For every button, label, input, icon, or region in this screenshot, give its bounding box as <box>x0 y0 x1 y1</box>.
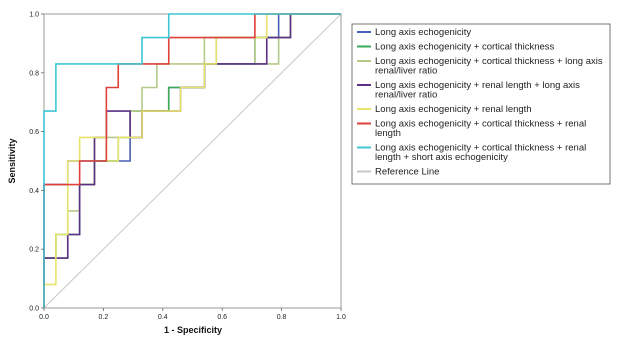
series-6-line <box>43 13 341 308</box>
series-5-line <box>43 13 341 308</box>
series-layer <box>43 13 342 309</box>
legend-entry: Reference Line <box>375 167 439 178</box>
x-tick-label: 0.4 <box>158 314 168 321</box>
legend-entry: Long axis echogenicity <box>375 27 471 38</box>
legend-entry: Long axis echogenicity + renal length <box>375 104 532 115</box>
x-tick-label: 0.2 <box>99 314 109 321</box>
legend: Long axis echogenicity Long axis echogeni… <box>357 27 603 178</box>
x-tick-label: 1.0 <box>336 314 346 321</box>
y-tick-label: 1.0 <box>29 12 39 19</box>
x-tick-label: 0.0 <box>39 314 49 321</box>
y-tick-label: 0.4 <box>29 188 39 195</box>
legend-entry: Long axis echogenicity + cortical thickn… <box>375 119 586 140</box>
legend-entry: Long axis echogenicity + cortical thickn… <box>375 42 555 53</box>
y-tick-label: 0.8 <box>29 70 39 77</box>
y-tick-label: 0.0 <box>29 306 39 313</box>
x-tick-label: 0.6 <box>217 314 227 321</box>
x-axis-title: 1 - Specificity <box>164 325 222 335</box>
y-tick-label: 0.2 <box>29 247 39 254</box>
series-2-line <box>43 13 341 308</box>
legend-entry: Long axis echogenicity + renal length + … <box>375 80 580 101</box>
series-7-line <box>43 13 342 309</box>
y-tick-label: 0.6 <box>29 129 39 136</box>
legend-entry: Long axis echogenicity + cortical thickn… <box>375 56 603 77</box>
x-tick-label: 0.8 <box>277 314 287 321</box>
y-axis-title: Sensitivity <box>7 138 17 183</box>
legend-entry: Long axis echogenicity + cortical thickn… <box>375 143 586 164</box>
series-4-line <box>43 13 341 308</box>
legend-box <box>351 23 611 185</box>
tick-layer: 0.0 0.2 0.4 0.6 0.8 1.0 0.0 0.2 0.4 0.6 0.8 1.0 <box>29 12 346 322</box>
